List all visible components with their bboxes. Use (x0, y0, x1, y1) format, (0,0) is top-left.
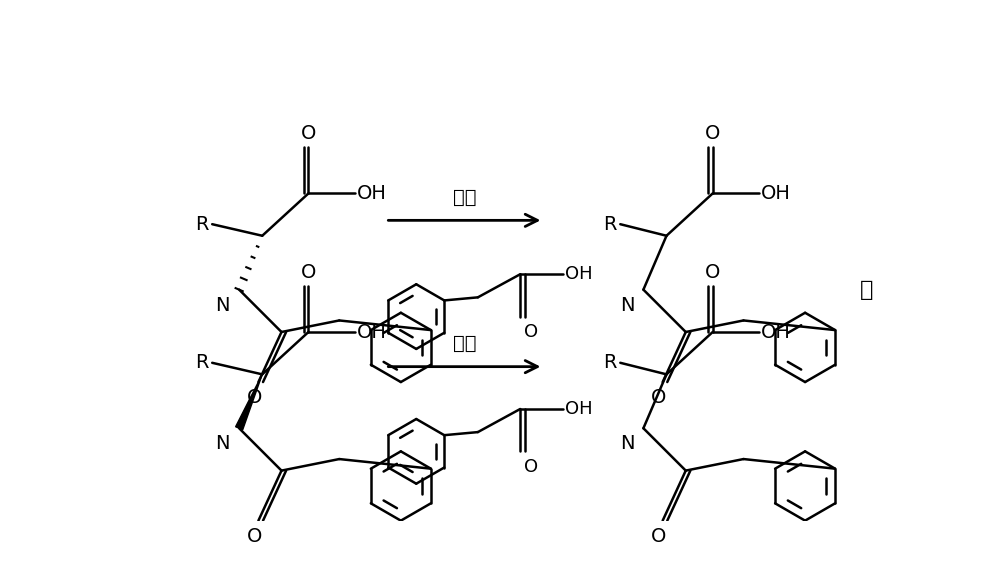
Text: N: N (620, 435, 634, 453)
Text: O: O (651, 388, 666, 407)
Text: N: N (215, 296, 230, 315)
Text: O: O (705, 263, 720, 282)
Text: O: O (524, 457, 538, 476)
Text: OH: OH (761, 322, 791, 342)
Text: OH: OH (565, 400, 592, 418)
Text: R: R (195, 215, 208, 233)
Text: 高温: 高温 (453, 187, 476, 207)
Text: O: O (301, 263, 316, 282)
Text: 或: 或 (860, 280, 873, 300)
Text: R: R (195, 353, 208, 372)
Polygon shape (236, 374, 262, 430)
Text: O: O (524, 323, 538, 340)
Text: R: R (603, 215, 616, 233)
Text: R: R (603, 353, 616, 372)
Text: OH: OH (357, 184, 387, 203)
Text: O: O (651, 527, 666, 546)
Text: OH: OH (565, 265, 592, 283)
Text: 高温: 高温 (453, 334, 476, 353)
Text: N: N (215, 435, 230, 453)
Text: O: O (301, 125, 316, 143)
Text: O: O (247, 527, 262, 546)
Text: O: O (705, 125, 720, 143)
Text: OH: OH (357, 322, 387, 342)
Text: OH: OH (761, 184, 791, 203)
Text: O: O (247, 388, 262, 407)
Text: N: N (620, 296, 634, 315)
